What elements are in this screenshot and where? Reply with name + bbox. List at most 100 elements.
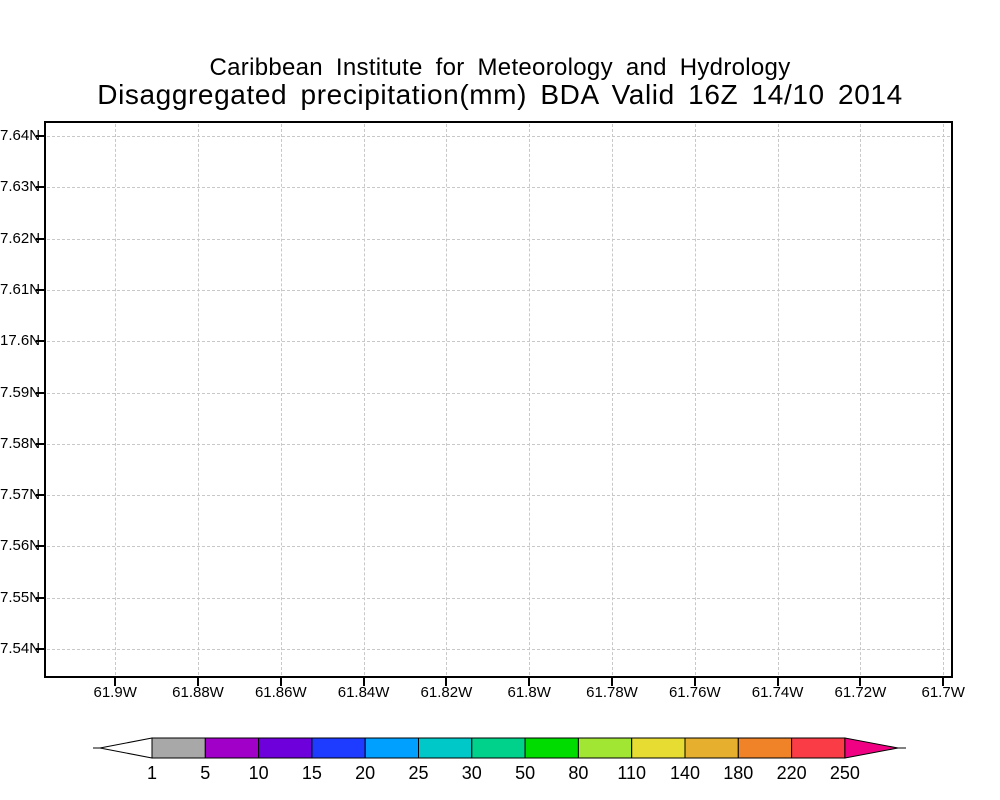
gridline-horizontal <box>47 495 950 497</box>
x-axis-tick <box>611 678 613 686</box>
y-axis-tick <box>36 237 44 240</box>
gridline-vertical <box>860 124 862 675</box>
colorbar-tick-label: 5 <box>200 763 210 783</box>
gridline-vertical <box>777 124 779 675</box>
x-axis-tick <box>942 678 945 686</box>
y-axis-tick-label: 7.54N <box>0 640 41 657</box>
colorbar-tick-label: 15 <box>302 763 322 783</box>
x-axis-tick <box>693 678 696 686</box>
gridline-horizontal <box>47 187 950 189</box>
colorbar-tick-label: 110 <box>617 763 646 783</box>
colorbar-segment <box>524 737 579 759</box>
y-axis-tick <box>36 135 44 137</box>
x-axis-tick-label: 61.76W <box>668 684 721 701</box>
colorbar-segment <box>684 737 739 759</box>
gridline-vertical <box>943 124 945 675</box>
gridline-horizontal <box>47 649 950 650</box>
colorbar-arrow-left <box>99 737 153 759</box>
y-axis-tick <box>36 340 44 343</box>
colorbar-tick-label: 25 <box>408 763 428 783</box>
institute-title: Caribbean Institute for Meteorology and … <box>209 54 791 81</box>
y-axis-tick <box>36 391 44 394</box>
colorbar-segment <box>737 737 793 759</box>
gridline-vertical <box>198 124 199 675</box>
gridline-vertical <box>115 124 117 675</box>
colorbar-tick-label: 50 <box>515 763 535 783</box>
colorbar-segment <box>151 737 206 759</box>
x-axis-tick-label: 61.74W <box>751 684 804 701</box>
colorbar-segment <box>364 737 420 759</box>
chart-title: Disaggregated precipitation(mm) BDA Vali… <box>97 79 903 110</box>
gridline-horizontal <box>47 341 950 343</box>
colorbar-segment <box>258 737 313 759</box>
y-axis-tick-label: 7.55N <box>0 588 41 606</box>
gridline-horizontal <box>47 289 950 291</box>
colorbar-tick-label: 30 <box>462 763 482 783</box>
y-axis-tick-label: 7.56N <box>0 537 41 555</box>
gridline-horizontal <box>47 238 950 240</box>
colorbar-tick-label: 1 <box>147 763 157 783</box>
gridline-horizontal <box>47 136 950 137</box>
colorbar-tick-label: 140 <box>670 763 700 783</box>
x-axis-tick-label: 61.82W <box>420 684 473 701</box>
plot-area <box>44 121 953 678</box>
gridline-vertical <box>529 124 531 675</box>
x-axis-tick-label: 61.9W <box>93 684 137 701</box>
y-axis-tick-label: 7.63N <box>0 178 41 196</box>
y-axis-tick-label: 7.58N <box>0 434 41 452</box>
y-axis-tick <box>36 545 44 548</box>
colorbar-arrow-right <box>844 737 899 759</box>
y-axis-tick <box>36 494 44 497</box>
x-axis-tick-label: 61.78W <box>586 684 638 701</box>
colorbar-tick-label: 10 <box>249 763 269 783</box>
gridline-horizontal <box>47 392 950 394</box>
colorbar-segment <box>204 737 260 759</box>
gridline-vertical <box>612 124 613 675</box>
x-axis-tick-label: 61.86W <box>254 684 307 701</box>
x-axis-tick-label: 61.72W <box>834 684 887 701</box>
colorbar-segment <box>311 737 366 759</box>
gridline-vertical <box>280 124 282 675</box>
x-axis-tick <box>445 678 448 686</box>
y-axis-tick-label: 7.57N <box>0 486 41 504</box>
colorbar-segment <box>471 737 526 759</box>
x-axis-tick-label: 61.84W <box>337 684 390 701</box>
x-axis-tick <box>776 678 779 686</box>
colorbar: 1 5 10 15 20 25 30 50 80 110 140 180 220 250 <box>93 737 906 783</box>
y-axis-tick <box>36 648 44 650</box>
x-axis-tick <box>197 678 199 686</box>
y-axis-tick <box>36 442 44 445</box>
colorbar-tick-label: 250 <box>830 763 860 783</box>
x-axis-tick <box>279 678 282 686</box>
gridline-horizontal <box>47 597 950 599</box>
y-axis-tick <box>36 596 44 599</box>
gridline-horizontal <box>47 546 950 548</box>
colorbar-segment <box>631 737 686 759</box>
colorbar-segment <box>577 737 633 759</box>
x-axis-tick <box>362 678 365 686</box>
colorbar-segment <box>791 737 846 759</box>
x-axis-tick <box>859 678 862 686</box>
gridline-vertical <box>694 124 696 675</box>
y-axis-tick-label: 7.64N <box>0 127 41 144</box>
colorbar-tick-label: 80 <box>568 763 588 783</box>
x-axis-tick <box>114 678 117 686</box>
colorbar-tick-label: 180 <box>723 763 753 783</box>
y-axis-tick-label: 7.61N <box>0 280 41 298</box>
x-axis-tick <box>528 678 531 686</box>
gridline-vertical <box>363 124 365 675</box>
y-axis-tick-label: 7.59N <box>0 383 41 401</box>
colorbar-tick-label: 20 <box>355 763 375 783</box>
gridline-horizontal <box>47 443 950 445</box>
x-axis-tick-label: 61.88W <box>172 684 224 701</box>
y-axis-tick-label: 7.62N <box>0 229 41 247</box>
colorbar-segment <box>418 737 473 759</box>
x-axis-tick-label: 61.8W <box>507 684 551 701</box>
y-axis-tick <box>36 288 44 291</box>
y-axis-tick-label: 17.6N <box>0 332 41 350</box>
x-axis-tick-label: 61.7W <box>921 684 965 701</box>
y-axis-tick <box>36 186 44 189</box>
colorbar-tick-label: 220 <box>777 763 807 783</box>
gridline-vertical <box>446 124 448 675</box>
